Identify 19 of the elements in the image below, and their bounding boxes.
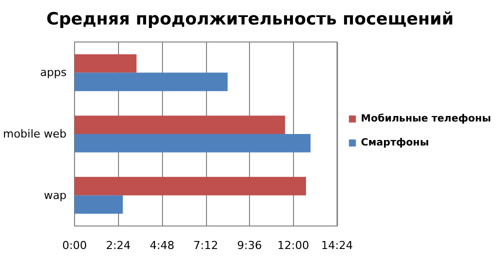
bar xyxy=(74,116,286,134)
y-tick-label: apps xyxy=(40,66,67,80)
x-tick-label: 2:24 xyxy=(106,239,131,252)
x-tick-label: 9:36 xyxy=(237,239,262,252)
y-tick-label: wap xyxy=(44,188,67,202)
y-tick-label: mobile web xyxy=(2,128,67,140)
legend-label: Смартфоны xyxy=(360,138,429,148)
bar xyxy=(74,176,306,196)
chart-title: Средняя продолжительность посещений xyxy=(46,10,454,30)
legend-label: Мобильные телефоны xyxy=(360,114,492,124)
x-tick-label: 4:48 xyxy=(150,239,174,252)
bar xyxy=(74,195,123,214)
x-tick-label: 0:00 xyxy=(62,239,87,252)
bar xyxy=(74,134,311,152)
x-tick-label: 7:12 xyxy=(193,239,218,252)
bar xyxy=(74,54,137,73)
x-tick-label: 14:24 xyxy=(321,239,353,252)
x-tick-label: 12:00 xyxy=(277,239,310,252)
bar xyxy=(74,72,228,92)
